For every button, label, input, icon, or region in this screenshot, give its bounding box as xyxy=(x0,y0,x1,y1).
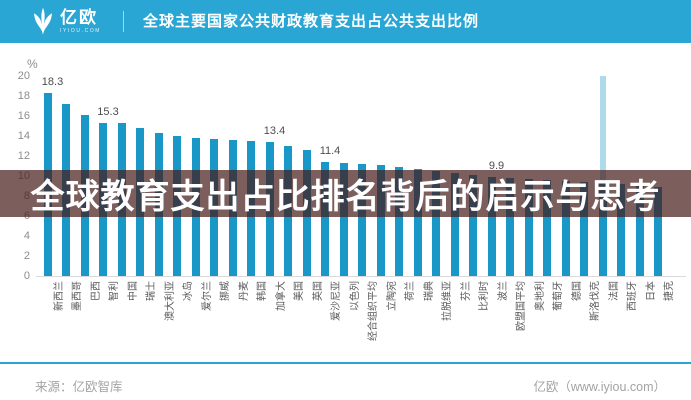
x-axis-label: 荷兰 xyxy=(405,281,416,301)
bar xyxy=(580,182,588,276)
bar xyxy=(321,162,329,276)
y-axis-tick: 0 xyxy=(23,270,30,282)
x-axis-label: 比利时 xyxy=(479,281,490,311)
x-axis-label: 波兰 xyxy=(497,281,509,301)
bar-value-label: 13.4 xyxy=(263,125,286,137)
bar-value-label: 18.3 xyxy=(41,76,64,88)
x-axis-label: 以色列 xyxy=(349,281,361,311)
x-axis-label: 欧盟国平均 xyxy=(516,281,527,331)
bar xyxy=(543,180,551,276)
site-label: 亿欧（www.iyiou.com） xyxy=(533,380,666,394)
brand-domain: IYIOU.COM xyxy=(60,27,102,34)
brand-name: 亿欧 xyxy=(60,7,98,27)
bar xyxy=(358,164,366,276)
bar xyxy=(524,179,533,276)
x-axis-label: 奥地利 xyxy=(534,281,546,311)
x-axis-label: 爱尔兰 xyxy=(201,281,213,311)
bar-value-label: 9.9 xyxy=(488,160,505,172)
bar xyxy=(432,171,440,276)
footer: 来源：亿欧智库 亿欧（www.iyiou.com） xyxy=(35,376,666,395)
x-axis-label: 澳大利亚 xyxy=(164,281,176,321)
header-bar: 亿欧 IYIOU.COM 全球主要国家公共财政教育支出占公共支出比例 xyxy=(0,0,691,43)
footer-accent-line xyxy=(0,362,691,364)
x-axis-label: 美国 xyxy=(294,281,305,301)
y-axis-tick: 16 xyxy=(17,110,30,122)
x-axis-label: 加拿大 xyxy=(275,281,287,311)
y-axis-tick: 18 xyxy=(17,90,30,102)
x-axis-label: 德国 xyxy=(571,281,583,301)
bar xyxy=(395,167,403,276)
x-axis-label: 巴西 xyxy=(90,281,102,301)
header-divider xyxy=(123,11,124,32)
x-axis-label: 捷克 xyxy=(664,281,675,301)
y-axis-unit-label: % xyxy=(27,57,38,71)
x-axis-label: 拉脱维亚 xyxy=(442,281,453,321)
tulip-logo-icon xyxy=(34,7,52,35)
bar xyxy=(469,175,477,276)
bar xyxy=(635,185,644,276)
bar-value-label: 15.3 xyxy=(97,106,119,118)
bar xyxy=(339,163,348,276)
bar xyxy=(487,177,496,276)
x-axis-label: 智利 xyxy=(109,281,120,301)
bar xyxy=(617,184,625,276)
y-axis-tick: 20 xyxy=(17,70,30,82)
x-axis-label: 西班牙 xyxy=(627,281,638,311)
y-axis-tick: 12 xyxy=(17,150,30,162)
bar xyxy=(598,183,607,276)
bar xyxy=(506,178,514,276)
x-axis-label: 芬兰 xyxy=(460,281,472,301)
y-axis-tick: 2 xyxy=(23,250,30,262)
x-axis-label: 韩国 xyxy=(257,281,268,301)
y-axis-tick: 4 xyxy=(23,230,30,242)
brand-text: 亿欧 IYIOU.COM xyxy=(60,9,101,34)
x-axis-label: 英国 xyxy=(312,281,324,301)
headline-banner: 全球教育支出占比排名背后的启示与思考 xyxy=(0,170,691,217)
x-axis-label: 墨西哥 xyxy=(72,281,83,311)
y-axis-tick: 14 xyxy=(17,130,30,142)
bar xyxy=(654,187,662,276)
x-axis-label: 瑞士 xyxy=(146,281,157,301)
x-axis-label: 斯洛伐克 xyxy=(590,281,601,321)
bar xyxy=(450,173,459,276)
x-axis-label: 立陶宛 xyxy=(386,281,398,311)
x-axis-label: 经合组织平均 xyxy=(368,281,379,341)
headline-text: 全球教育支出占比排名背后的启示与思考 xyxy=(30,178,661,216)
bar xyxy=(413,169,422,276)
x-axis-label: 法国 xyxy=(608,281,620,301)
x-axis-label: 挪威 xyxy=(220,281,231,301)
x-axis-label: 中国 xyxy=(127,281,139,301)
x-axis-label: 日本 xyxy=(645,281,657,301)
x-axis-label: 冰岛 xyxy=(183,281,194,301)
x-axis-label: 丹麦 xyxy=(238,281,250,301)
bar-value-label: 11.4 xyxy=(319,145,341,157)
source-label: 来源：亿欧智库 xyxy=(35,380,123,394)
bar xyxy=(561,181,570,276)
x-axis-label: 葡萄牙 xyxy=(553,281,564,311)
bar xyxy=(376,165,385,276)
brand-logo: 亿欧 IYIOU.COM xyxy=(32,7,101,35)
chart-title: 全球主要国家公共财政教育支出占公共支出比例 xyxy=(143,13,480,30)
x-axis-label: 爱沙尼亚 xyxy=(331,281,342,321)
x-axis-label: 新西兰 xyxy=(53,281,65,311)
x-axis-label: 瑞典 xyxy=(423,281,435,301)
x-axis-line xyxy=(36,276,686,277)
